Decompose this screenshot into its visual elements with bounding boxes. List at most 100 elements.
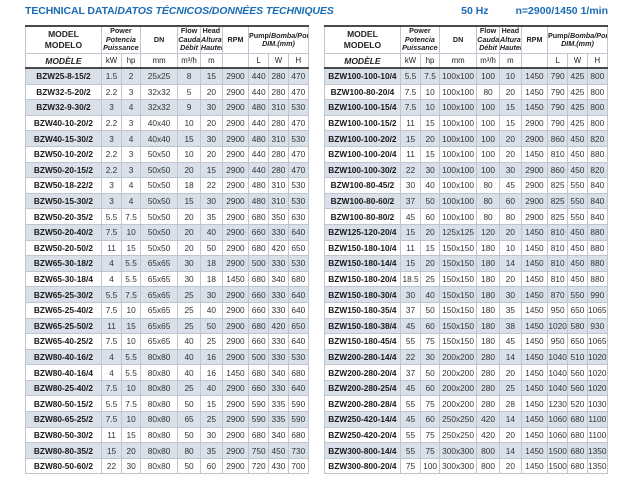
dn-cell: 100x100 [438, 83, 478, 101]
power-hp-cell: 5.5 [121, 255, 141, 272]
spec-row: BZW32-5-20/2 2.2 3 32x32 5 20 2900 440 280 470 [25, 83, 310, 101]
power-kw-cell: 7.5 [100, 223, 123, 241]
kw-unit-header: kW [399, 53, 422, 69]
head-cell: 80 [498, 208, 522, 225]
rpm-cell: 1450 [520, 145, 548, 163]
dim-w-cell: 510 [567, 348, 588, 366]
rpm-cell: 2900 [221, 192, 249, 210]
power-kw-cell: 37 [399, 192, 422, 210]
dim-l-cell: 950 [546, 301, 569, 319]
head-cell: 25 [498, 379, 522, 397]
dim-l-cell: 440 [247, 67, 270, 85]
spec-row: BZW100-80-60/2 37 50 100x100 80 60 2900 825 550 8… [324, 192, 609, 210]
flow-cell: 120 [476, 223, 500, 241]
power-hp-cell: 4 [121, 99, 141, 116]
head-cell: 20 [199, 145, 223, 163]
dn-cell: 100x100 [438, 177, 478, 194]
dim-l-cell: 750 [247, 442, 270, 459]
power-kw-cell: 7.5 [100, 301, 123, 319]
dim-l-cell: 480 [247, 130, 270, 147]
dim-w-cell: 280 [268, 67, 289, 85]
power-kw-cell: 11 [399, 239, 422, 257]
dim-l-cell: 825 [546, 208, 569, 225]
dim-w-cell: 680 [567, 426, 588, 444]
dim-l-cell: 480 [247, 99, 270, 116]
power-hp-cell: 15 [420, 239, 440, 257]
power-hp-cell: 10 [121, 301, 141, 319]
spec-row: BZW200-280-28/4 55 75 200x200 280 28 1450 1230 5… [324, 395, 609, 413]
head-cell: 35 [199, 208, 223, 225]
head-cell: 20 [498, 223, 522, 241]
rpm-cell: 2900 [221, 130, 249, 147]
model-cell: BZW100-80-60/2 [324, 192, 401, 210]
head-unit-header: m [199, 53, 223, 69]
power-hp-cell: 75 [420, 395, 440, 413]
power-kw-cell: 15 [100, 442, 123, 459]
model-cell: BZW50-18-22/2 [25, 177, 102, 194]
rpm-cell: 2900 [520, 114, 548, 132]
power-hp-cell: 15 [420, 114, 440, 132]
flow-cell: 280 [476, 395, 500, 413]
dim-h-cell: 820 [586, 130, 609, 147]
dim-h-cell: 930 [586, 317, 609, 335]
model-cell: BZW150-180-35/4 [324, 301, 401, 319]
spec-row: BZW65-40-25/2 7.5 10 65x65 40 25 2900 660 330 640 [25, 333, 310, 350]
dn-cell: 150x150 [438, 239, 478, 257]
power-hp-cell: 4 [121, 177, 141, 194]
power-kw-cell: 45 [399, 411, 422, 428]
model-cell: BZW65-30-18/4 [25, 270, 102, 288]
dim-h-cell: 880 [586, 255, 609, 272]
power-hp-cell: 4 [121, 130, 141, 147]
rpm-cell: 2900 [221, 255, 249, 272]
spec-row: BZW150-180-45/4 55 75 150x150 180 45 1450 950 65… [324, 333, 609, 350]
dn-cell: 100x100 [438, 114, 478, 132]
flow-cell: 280 [476, 348, 500, 366]
dim-h-cell: 840 [586, 192, 609, 210]
spec-table-left-body: BZW25-8-15/2 1.5 2 25x25 8 15 2900 440 280 470 BZW… [25, 67, 310, 475]
dn-cell: 150x150 [438, 317, 478, 335]
dim-l-cell: 680 [247, 426, 270, 444]
dim-l-cell: 810 [546, 255, 569, 272]
power-kw-cell: 45 [399, 379, 422, 397]
dim-w-cell: 450 [567, 145, 588, 163]
head-cell: 45 [498, 177, 522, 194]
model-cell: BZW65-25-50/2 [25, 317, 102, 335]
power-hp-cell: 20 [420, 130, 440, 147]
dim-w-cell: 580 [567, 317, 588, 335]
dim-w-cell: 280 [268, 161, 289, 179]
power-kw-cell: 15 [399, 223, 422, 241]
dim-h-cell: 650 [287, 317, 310, 335]
dn-cell: 80x80 [139, 364, 179, 381]
dim-w-cell: 450 [567, 223, 588, 241]
rpm-cell: 1450 [520, 333, 548, 350]
spec-row: BZW80-50-30/2 11 15 80x80 50 30 2900 680 340 680 [25, 426, 310, 444]
dim-h-cell: 530 [287, 192, 310, 210]
head-cell: 14 [498, 411, 522, 428]
head-cell: 22 [199, 177, 223, 194]
dim-w-cell: 335 [268, 411, 289, 428]
head-cell: 10 [498, 239, 522, 257]
head-cell: 28 [498, 395, 522, 413]
dim-w-cell: 420 [268, 317, 289, 335]
dim-w-cell: 330 [268, 286, 289, 303]
dim-h-cell: 730 [287, 442, 310, 459]
dim-w-unit-header: W [268, 53, 289, 69]
power-kw-cell: 7.5 [100, 411, 123, 428]
power-kw-cell: 45 [399, 317, 422, 335]
dim-l-cell: 1230 [546, 395, 569, 413]
rpm-cell: 1450 [520, 301, 548, 319]
power-hp-cell: 60 [420, 379, 440, 397]
power-kw-cell: 7.5 [399, 83, 422, 101]
power-kw-cell: 5.5 [100, 208, 123, 225]
dim-w-cell: 650 [567, 301, 588, 319]
power-kw-cell: 4 [100, 270, 123, 288]
dimensions-column-header: Pump/Bomba/Pompe DIM.(mm) [247, 25, 310, 54]
dn-cell: 32x32 [139, 99, 179, 116]
flow-cell: 180 [476, 317, 500, 335]
dim-h-cell: 1350 [586, 457, 609, 475]
dim-l-cell: 500 [247, 348, 270, 366]
dim-h-cell: 880 [586, 239, 609, 257]
dn-cell: 150x150 [438, 301, 478, 319]
spec-row: BZW80-25-40/2 7.5 10 80x80 25 40 2900 660 330 640 [25, 379, 310, 397]
dim-w-unit-header: W [567, 53, 588, 69]
